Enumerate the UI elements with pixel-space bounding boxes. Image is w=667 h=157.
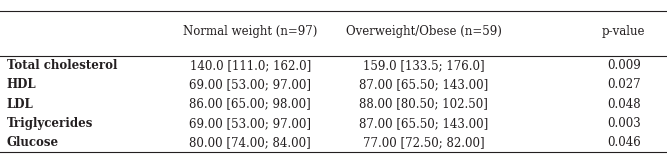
Text: HDL: HDL — [7, 78, 36, 91]
Text: 0.027: 0.027 — [607, 78, 640, 91]
Text: 0.048: 0.048 — [607, 97, 640, 111]
Text: 0.009: 0.009 — [607, 59, 640, 72]
Text: 87.00 [65.50; 143.00]: 87.00 [65.50; 143.00] — [359, 117, 488, 130]
Text: 140.0 [111.0; 162.0]: 140.0 [111.0; 162.0] — [189, 59, 311, 72]
Text: p-value: p-value — [602, 25, 646, 38]
Text: Overweight/Obese (n=59): Overweight/Obese (n=59) — [346, 25, 502, 38]
Text: Normal weight (n=97): Normal weight (n=97) — [183, 25, 317, 38]
Text: 88.00 [80.50; 102.50]: 88.00 [80.50; 102.50] — [359, 97, 488, 111]
Text: 0.046: 0.046 — [607, 136, 640, 149]
Text: 0.003: 0.003 — [607, 117, 640, 130]
Text: 80.00 [74.00; 84.00]: 80.00 [74.00; 84.00] — [189, 136, 311, 149]
Text: 69.00 [53.00; 97.00]: 69.00 [53.00; 97.00] — [189, 78, 311, 91]
Text: 77.00 [72.50; 82.00]: 77.00 [72.50; 82.00] — [363, 136, 484, 149]
Text: 159.0 [133.5; 176.0]: 159.0 [133.5; 176.0] — [363, 59, 484, 72]
Text: Triglycerides: Triglycerides — [7, 117, 93, 130]
Text: 87.00 [65.50; 143.00]: 87.00 [65.50; 143.00] — [359, 78, 488, 91]
Text: Glucose: Glucose — [7, 136, 59, 149]
Text: 69.00 [53.00; 97.00]: 69.00 [53.00; 97.00] — [189, 117, 311, 130]
Text: 86.00 [65.00; 98.00]: 86.00 [65.00; 98.00] — [189, 97, 311, 111]
Text: LDL: LDL — [7, 97, 33, 111]
Text: Total cholesterol: Total cholesterol — [7, 59, 117, 72]
